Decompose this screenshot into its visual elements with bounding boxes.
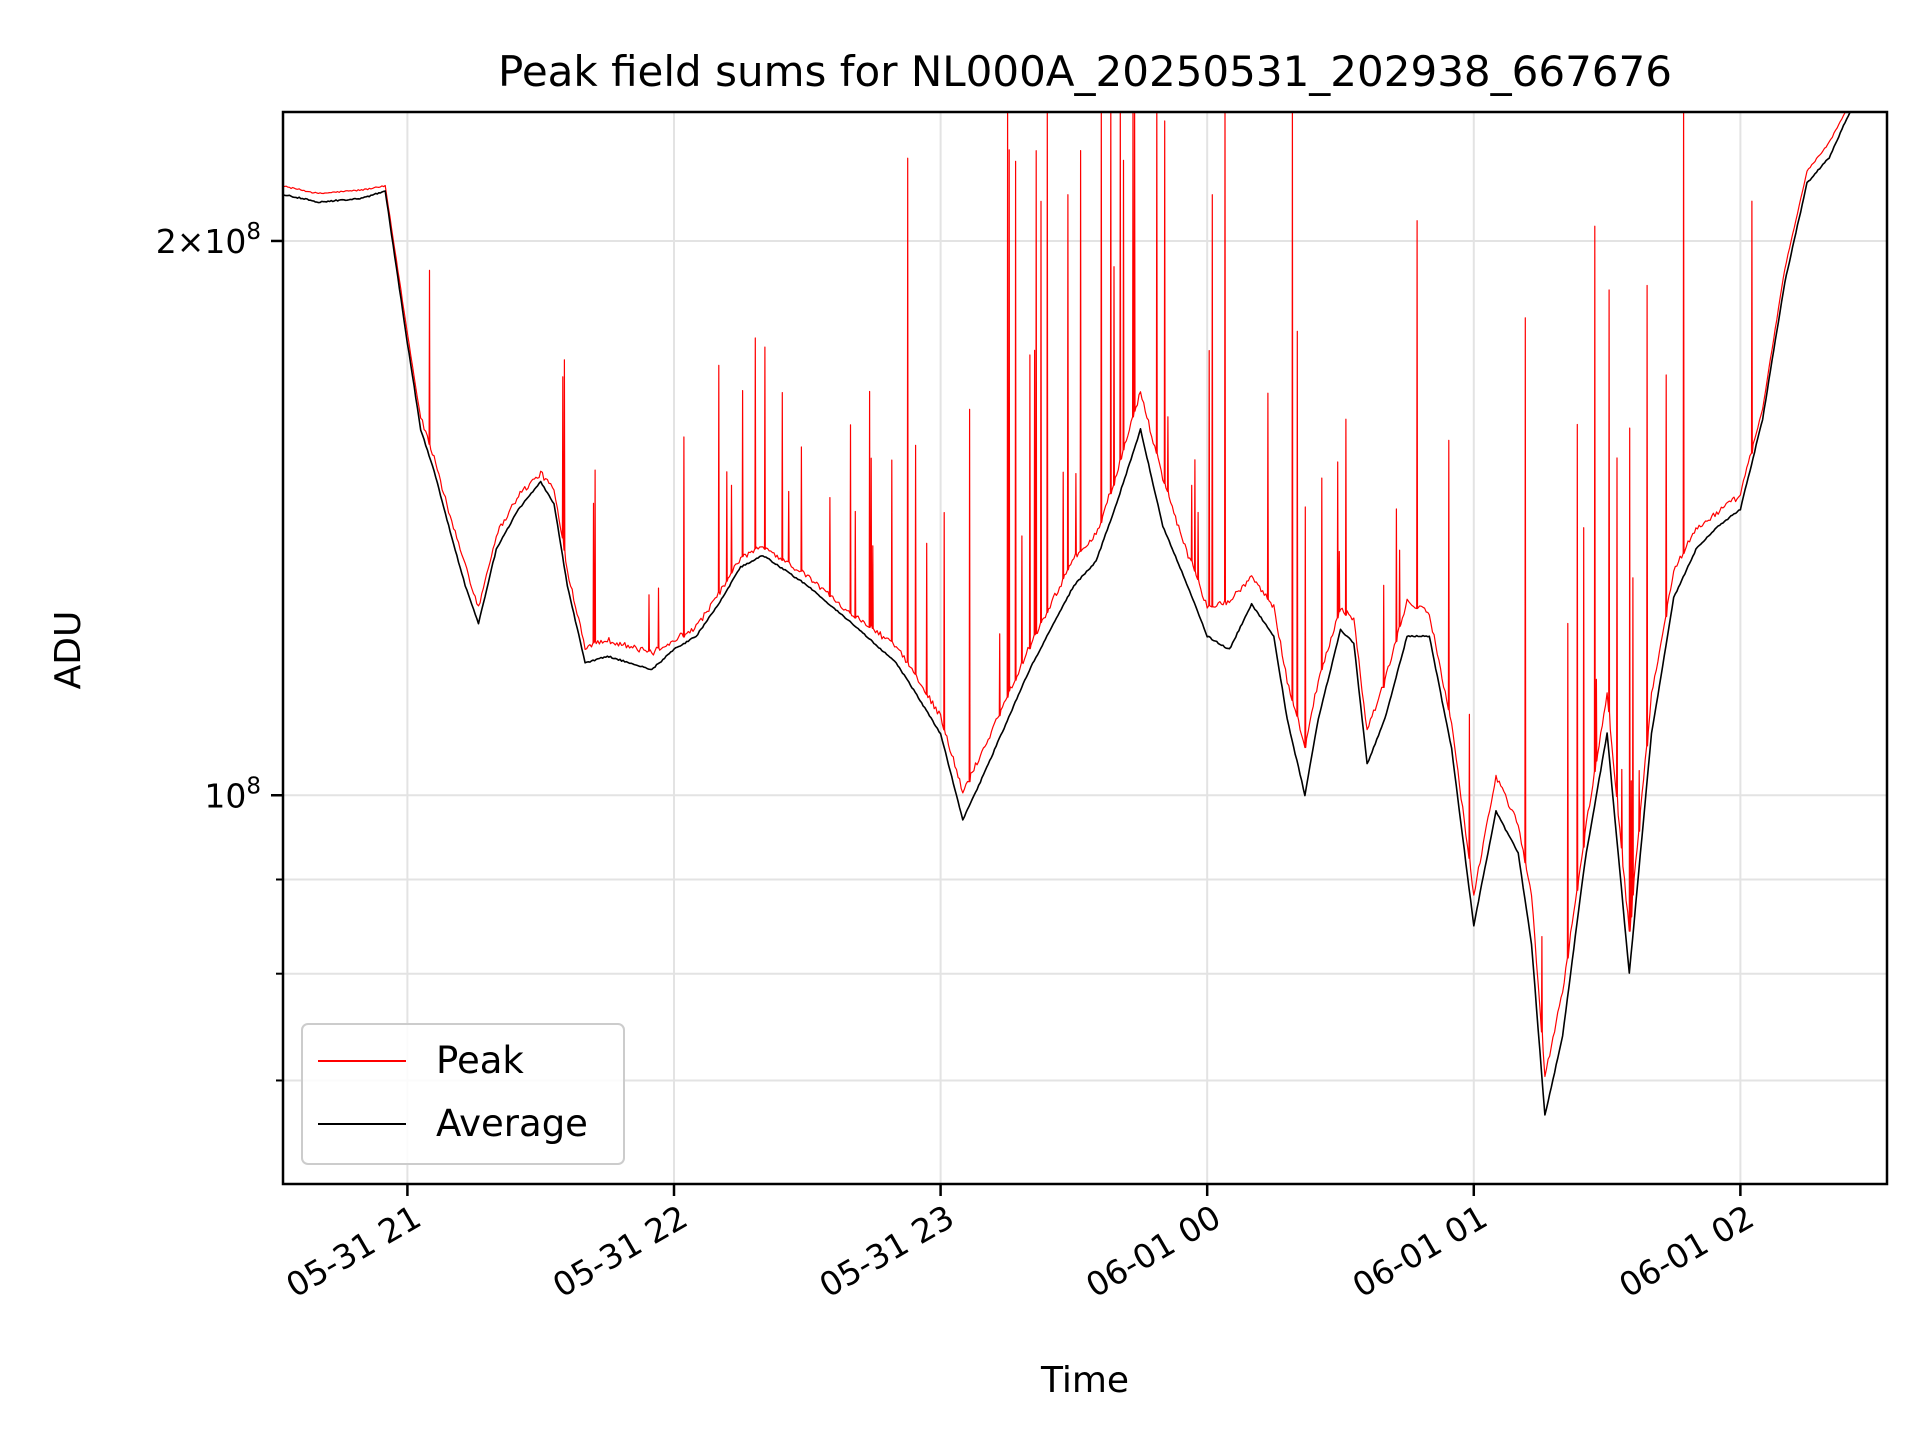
series-layer (283, 112, 1851, 1116)
legend-label-average: Average (436, 1102, 588, 1145)
y-tick-label: 2×108 (156, 219, 261, 261)
series-line-peak (283, 112, 1847, 1078)
legend-box (301, 1023, 625, 1165)
series-line-average (283, 112, 1851, 1116)
x-axis-title: Time (1040, 1360, 1129, 1401)
y-tick-label: 108 (204, 773, 261, 815)
chart-title: Peak field sums for NL000A_20250531_2029… (498, 47, 1672, 96)
legend-label-peak: Peak (436, 1039, 524, 1082)
y-axis-title: ADU (48, 611, 89, 690)
legend: Peak Average (301, 1023, 625, 1165)
grid-lines (283, 112, 1887, 1184)
plot-frame (281, 110, 1889, 1186)
